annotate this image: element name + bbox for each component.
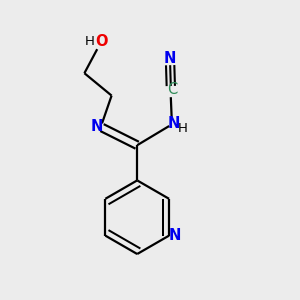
Text: N: N bbox=[167, 116, 180, 131]
Text: N: N bbox=[91, 119, 103, 134]
Text: H: H bbox=[178, 122, 188, 135]
Text: O: O bbox=[95, 34, 107, 49]
Text: C: C bbox=[167, 82, 177, 97]
Text: H: H bbox=[85, 35, 95, 48]
Text: N: N bbox=[163, 51, 176, 66]
Text: N: N bbox=[169, 228, 181, 243]
